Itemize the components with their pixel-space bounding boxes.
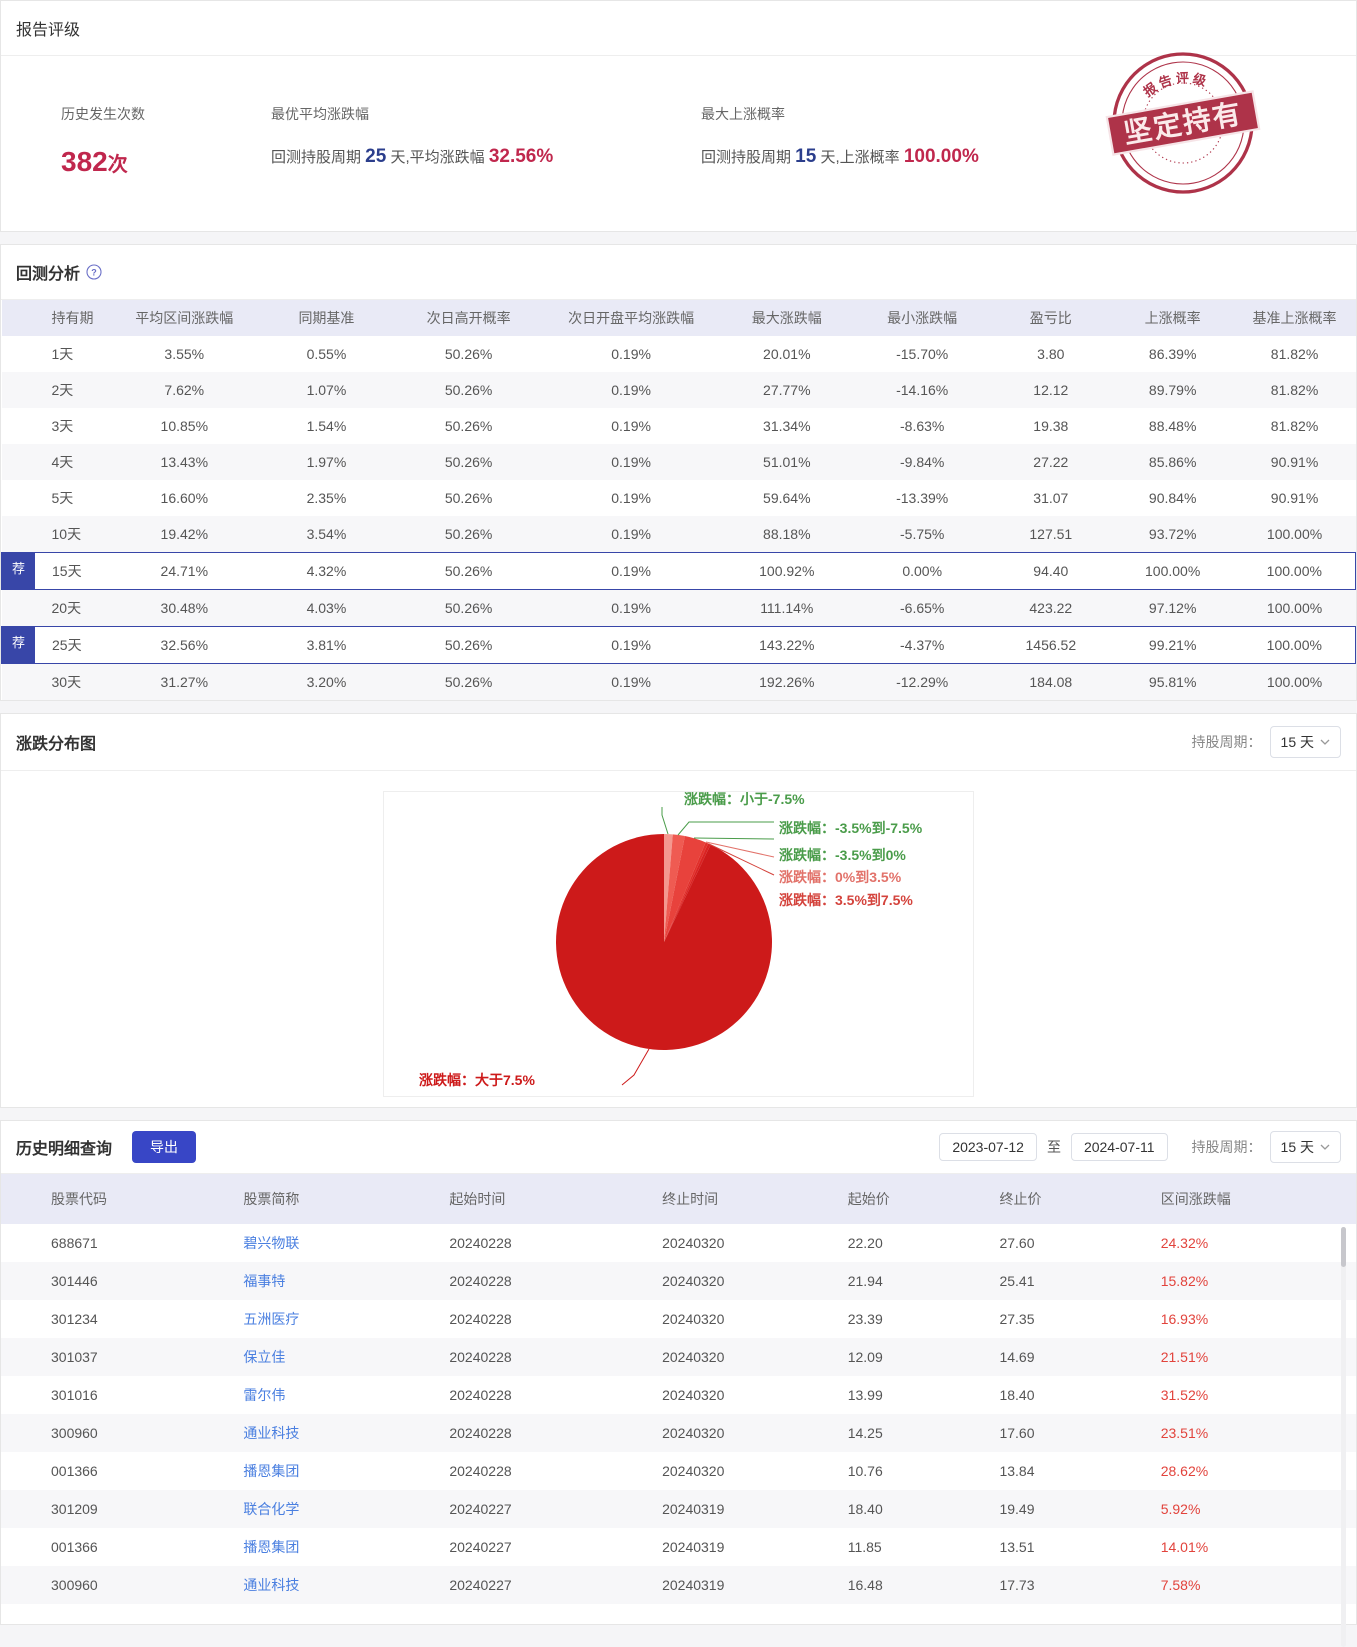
svg-text:涨跌幅：-3.5%到-7.5%: 涨跌幅：-3.5%到-7.5% [779, 820, 923, 836]
svg-text:涨跌幅：-3.5%到0%: 涨跌幅：-3.5%到0% [779, 847, 906, 863]
svg-text:报告评级: 报告评级 [1139, 65, 1213, 101]
svg-text:涨跌幅：3.5%到7.5%: 涨跌幅：3.5%到7.5% [779, 892, 913, 908]
svg-text:涨跌幅：大于7.5%: 涨跌幅：大于7.5% [419, 1072, 535, 1088]
svg-text:涨跌幅：0%到3.5%: 涨跌幅：0%到3.5% [779, 869, 902, 885]
svg-text:涨跌幅：小于-7.5%: 涨跌幅：小于-7.5% [684, 792, 805, 807]
svg-text:?: ? [91, 268, 97, 278]
